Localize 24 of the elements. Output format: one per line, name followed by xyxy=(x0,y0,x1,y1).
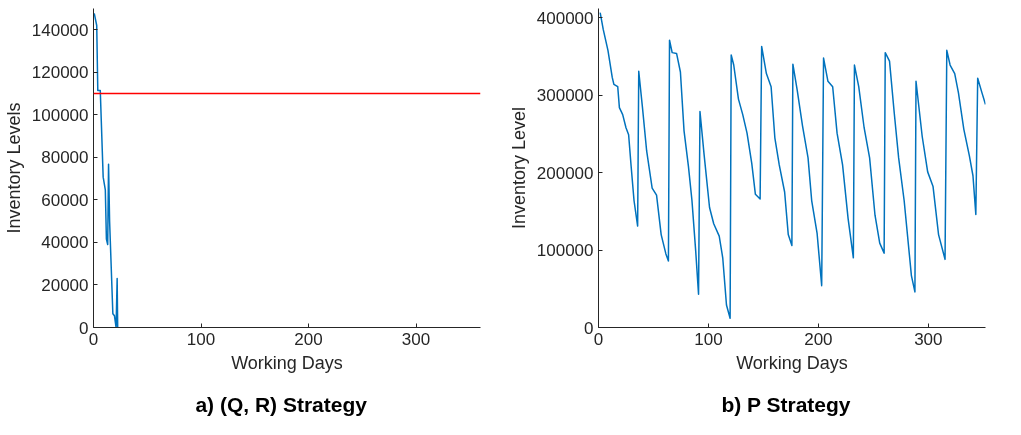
y-tick-label: 80000 xyxy=(41,148,89,168)
x-axis-title: Working Days xyxy=(231,352,343,373)
x-tick-label: 200 xyxy=(804,329,833,349)
y-tick-label: 60000 xyxy=(41,190,89,210)
y-tick-label: 120000 xyxy=(31,63,89,83)
text: a) (Q, R) Strategy xyxy=(195,392,368,416)
y-tick-label: 100000 xyxy=(31,105,89,125)
y-axis-title: Inventory Level xyxy=(508,106,529,230)
y-tick-label: 20000 xyxy=(41,275,89,295)
x-tick-label: 300 xyxy=(401,329,431,349)
line-series xyxy=(598,12,986,319)
x-tick-label: 100 xyxy=(186,329,216,349)
x-tick-label: 200 xyxy=(294,329,323,349)
y-tick-label: 300000 xyxy=(536,86,594,106)
x-tick-label: 100 xyxy=(694,329,723,349)
y-tick-label: 40000 xyxy=(41,233,89,253)
y-tick-label: 400000 xyxy=(536,8,594,28)
text: b) P Strategy xyxy=(721,392,851,416)
x-tick-label: 300 xyxy=(914,329,943,349)
y-tick-label: 100000 xyxy=(536,241,594,261)
y-axis-title: Inventory Levels xyxy=(3,102,24,234)
y-tick-label: 140000 xyxy=(31,20,89,40)
y-tick-label: 200000 xyxy=(536,163,594,183)
x-axis-title: Working Days xyxy=(736,352,848,373)
